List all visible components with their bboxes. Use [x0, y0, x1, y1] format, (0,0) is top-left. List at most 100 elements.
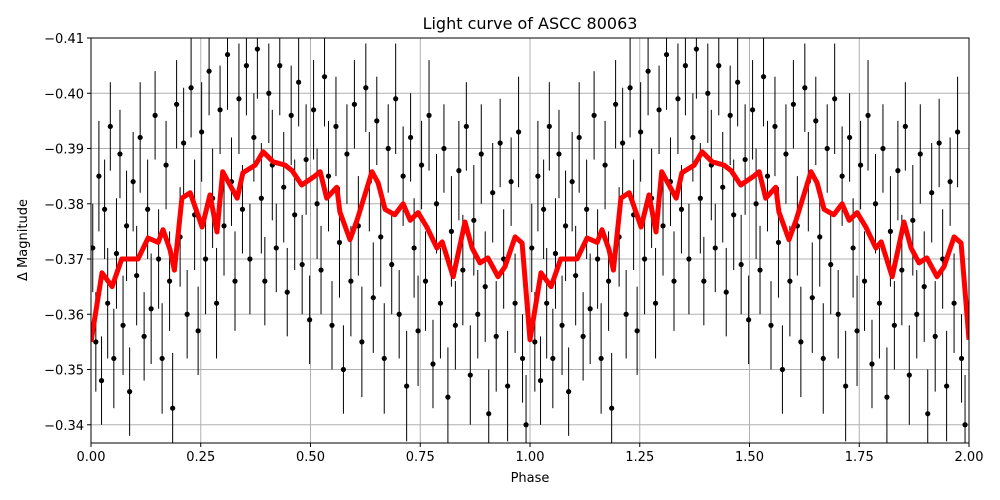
data-point — [738, 261, 744, 268]
data-point — [598, 355, 604, 362]
data-point — [482, 284, 488, 290]
data-point — [184, 311, 190, 317]
x-tick-label: 2.00 — [955, 450, 984, 465]
data-point — [817, 234, 823, 240]
data-point — [809, 295, 815, 301]
data-point — [374, 118, 380, 124]
data-point — [790, 101, 797, 107]
y-tick-label: −0.41 — [44, 32, 84, 47]
data-point — [887, 228, 894, 234]
y-tick-label: −0.34 — [44, 419, 84, 434]
data-point — [731, 212, 737, 218]
data-point — [336, 239, 343, 246]
data-point — [407, 134, 414, 141]
chart-title: Light curve of ASCC 80063 — [423, 14, 638, 33]
data-point — [824, 145, 830, 152]
data-point — [329, 322, 335, 328]
data-point — [107, 123, 113, 130]
data-point — [861, 278, 868, 284]
data-point — [828, 261, 834, 268]
data-point — [857, 162, 864, 168]
data-point — [505, 383, 511, 389]
data-point — [663, 51, 670, 58]
data-point — [389, 261, 395, 268]
data-point — [556, 151, 562, 157]
data-point — [351, 101, 357, 107]
data-point — [515, 129, 522, 135]
data-point — [281, 184, 287, 190]
data-point — [199, 129, 205, 135]
data-point — [137, 134, 143, 141]
data-point — [224, 51, 231, 58]
data-point — [422, 278, 429, 284]
data-point — [552, 250, 559, 257]
data-point — [318, 267, 324, 273]
data-point — [772, 123, 778, 130]
x-tick-label: 1.00 — [516, 450, 545, 465]
data-point — [723, 289, 729, 295]
data-point — [277, 63, 283, 69]
data-point — [872, 201, 879, 207]
data-point — [573, 272, 579, 279]
data-point — [895, 168, 901, 174]
data-point — [783, 151, 789, 157]
y-tick-label: −0.38 — [44, 198, 84, 213]
data-point — [820, 355, 826, 362]
data-point — [645, 68, 651, 74]
data-point — [764, 173, 771, 179]
data-point — [835, 311, 841, 317]
data-point — [232, 278, 238, 284]
data-point — [348, 278, 354, 284]
data-point — [478, 151, 484, 157]
data-point — [96, 173, 102, 179]
data-point — [550, 355, 556, 362]
x-tick-label: 1.25 — [625, 450, 654, 465]
data-point — [587, 306, 593, 312]
data-point — [910, 217, 916, 223]
data-point — [869, 361, 875, 367]
data-point — [91, 245, 96, 251]
data-point — [471, 217, 477, 223]
data-point — [914, 311, 920, 317]
data-point — [638, 129, 644, 135]
data-point — [445, 394, 451, 400]
data-point — [217, 107, 223, 113]
data-point — [779, 366, 786, 373]
data-point — [813, 118, 819, 124]
data-point — [93, 339, 99, 345]
data-point — [404, 383, 410, 389]
data-point — [727, 112, 733, 118]
data-point — [262, 278, 268, 284]
data-point — [880, 145, 886, 152]
y-tick-label: −0.40 — [44, 87, 84, 102]
data-point — [775, 239, 782, 246]
data-point — [609, 405, 615, 411]
data-point — [787, 278, 793, 284]
data-point — [682, 63, 689, 69]
data-point — [929, 190, 935, 196]
data-point — [363, 85, 369, 91]
data-point — [303, 156, 309, 163]
data-point — [433, 201, 440, 207]
data-point — [266, 90, 272, 96]
data-point — [746, 317, 752, 323]
data-point — [170, 405, 176, 411]
data-point — [958, 355, 965, 362]
data-point — [156, 256, 162, 262]
data-point — [314, 201, 320, 207]
data-point — [251, 134, 257, 141]
data-point — [535, 173, 541, 179]
data-point — [456, 168, 462, 174]
data-point — [460, 267, 466, 273]
data-point — [102, 206, 108, 212]
data-point — [753, 201, 759, 207]
data-point — [697, 195, 703, 201]
data-point — [284, 289, 290, 295]
data-point — [247, 256, 253, 262]
data-point — [671, 278, 677, 284]
data-point — [537, 377, 544, 384]
data-point — [936, 140, 942, 146]
data-point — [843, 383, 849, 389]
data-point — [850, 245, 856, 251]
data-point — [802, 85, 808, 91]
